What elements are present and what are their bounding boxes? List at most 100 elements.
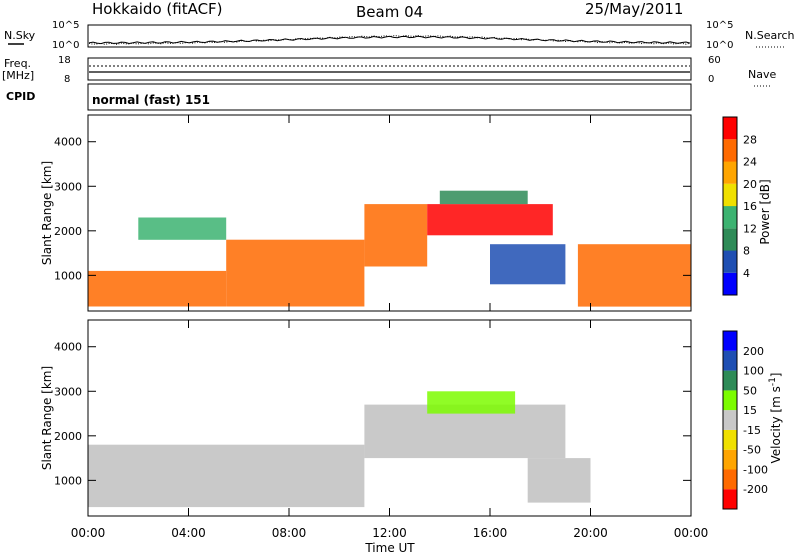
noise-left-bottom-tick: 10^0 [52,40,79,51]
noise-left-label: N.Sky [4,29,36,42]
data-region-2 [364,204,428,267]
nave-label: Nave [748,68,776,81]
colorbar-swatch [723,449,737,470]
y-tick-label: 4000 [54,341,82,354]
colorbar-swatch [723,370,737,391]
colorbar-swatch [723,390,737,411]
velocity-y-ticks: 1000 2000 3000 4000 [54,341,691,487]
data-region-5 [490,244,566,285]
data-region-3 [427,204,553,236]
colorbar-swatch [723,117,737,140]
noise-right-bottom-tick: 10^0 [706,40,733,51]
colorbar-tick-label: 15 [743,404,757,417]
noise-panel-frame [87,24,692,48]
x-tick-label: 20:00 [573,526,608,540]
cpid-label: CPID [6,90,35,103]
noise-left-top-tick: 10^5 [52,20,79,31]
colorbar-swatch [723,161,737,184]
power-colorbar-label: Power [dB] [758,179,772,244]
power-panel: 1000 2000 3000 4000 Slant Range [km] 4 8 12 16… [40,114,772,312]
y-tick-label: 4000 [54,136,82,149]
noise-panel: N.Sky 10^5 10^0 10^5 10^0 N.Search [4,20,795,51]
colorbar-tick-label: -100 [743,463,768,476]
data-region-4 [439,190,528,205]
colorbar-tick-label: 8 [743,245,750,258]
colorbar-swatch [723,429,737,450]
y-tick-label: 2000 [54,430,82,443]
colorbar-swatch [723,489,737,509]
colorbar-swatch [723,272,737,296]
freq-label-line2: [MHz] [2,69,34,82]
y-tick-label: 3000 [54,385,82,398]
data-region-6 [577,244,691,307]
x-tick-label: 00:00 [674,526,709,540]
colorbar-frame [722,116,738,296]
cpid-panel-frame [87,83,692,111]
power-data-regions [88,190,691,307]
velocity-data-regions [88,391,591,508]
colorbar-swatch [723,469,737,490]
freq-bottom-tick: 8 [64,74,70,85]
x-tick-label: 04:00 [171,526,206,540]
colorbar-frame [722,330,738,510]
colorbar-swatch [723,228,737,251]
nave-top-tick: 60 [708,55,721,66]
cpid-panel: CPID normal (fast) 151 [6,83,692,111]
data-region-1 [226,239,365,307]
colorbar-swatch [723,250,737,273]
x-axis-title: Time UT [364,541,415,554]
power-y-ticks: 1000 2000 3000 4000 [54,136,691,282]
colorbar-tick-label: -200 [743,483,768,496]
velocity-colorbar-label: Velocity [m s-1] [768,373,783,464]
colorbar-tick-label: 20 [743,178,757,191]
power-colorbar: 4 8 12 16 20 24 28 [722,116,757,296]
velocity-colorbar-label-text: Velocity [m s [769,386,783,463]
colorbar-swatch [723,206,737,229]
colorbar-tick-label: 50 [743,384,757,397]
noise-right-label: N.Search [745,29,795,42]
noise-right-top-tick: 10^5 [706,20,733,31]
data-region-3 [427,391,516,414]
freq-top-tick: 18 [58,55,71,66]
freq-label-line1: Freq. [4,57,31,70]
colorbar-tick-label: 28 [743,133,757,146]
beam-title: Beam 04 [356,3,423,21]
x-tick-label: 12:00 [372,526,407,540]
cpid-value: normal (fast) 151 [92,93,210,107]
x-tick-label: 08:00 [272,526,307,540]
y-tick-label: 1000 [54,474,82,487]
colorbar-tick-label: 24 [743,156,757,169]
nave-bottom-tick: 0 [708,74,714,85]
date-title: 25/May/2011 [585,0,683,18]
noise-search-trace [88,34,691,45]
velocity-panel: 1000 2000 3000 4000 Slant Range [km] -200 -1… [40,319,783,517]
velocity-ylabel: Slant Range [km] [40,366,54,470]
station-title: Hokkaido (fitACF) [92,0,223,18]
x-axis-labels: 00:00 04:00 08:00 12:00 16:00 20:00 00:00 [71,526,709,540]
colorbar-swatch [723,139,737,162]
y-tick-label: 3000 [54,180,82,193]
colorbar-tick-label: -15 [743,424,761,437]
colorbar-tick-label: 100 [743,365,764,378]
power-ylabel: Slant Range [km] [40,161,54,265]
colorbar-swatch [723,410,737,430]
colorbar-tick-label: -50 [743,444,761,457]
data-region-7 [138,217,227,240]
colorbar-swatch [723,183,737,207]
colorbar-tick-label: 4 [743,267,750,280]
y-tick-label: 1000 [54,269,82,282]
y-tick-label: 2000 [54,225,82,238]
colorbar-tick-label: 12 [743,222,757,235]
colorbar-swatch [723,331,737,351]
colorbar-swatch [723,350,737,371]
data-region-2 [527,458,591,503]
colorbar-tick-label: 16 [743,200,757,213]
freq-panel-frame [87,57,692,81]
colorbar-tick-label: 200 [743,345,764,358]
freq-panel: Freq. [MHz] 18 8 60 0 Nave [2,55,776,87]
x-tick-label: 00:00 [71,526,106,540]
x-tick-label: 16:00 [473,526,508,540]
velocity-colorbar: -200 -100 -50 -15 15 50 100 200 [722,330,768,510]
data-region-0 [88,270,227,307]
